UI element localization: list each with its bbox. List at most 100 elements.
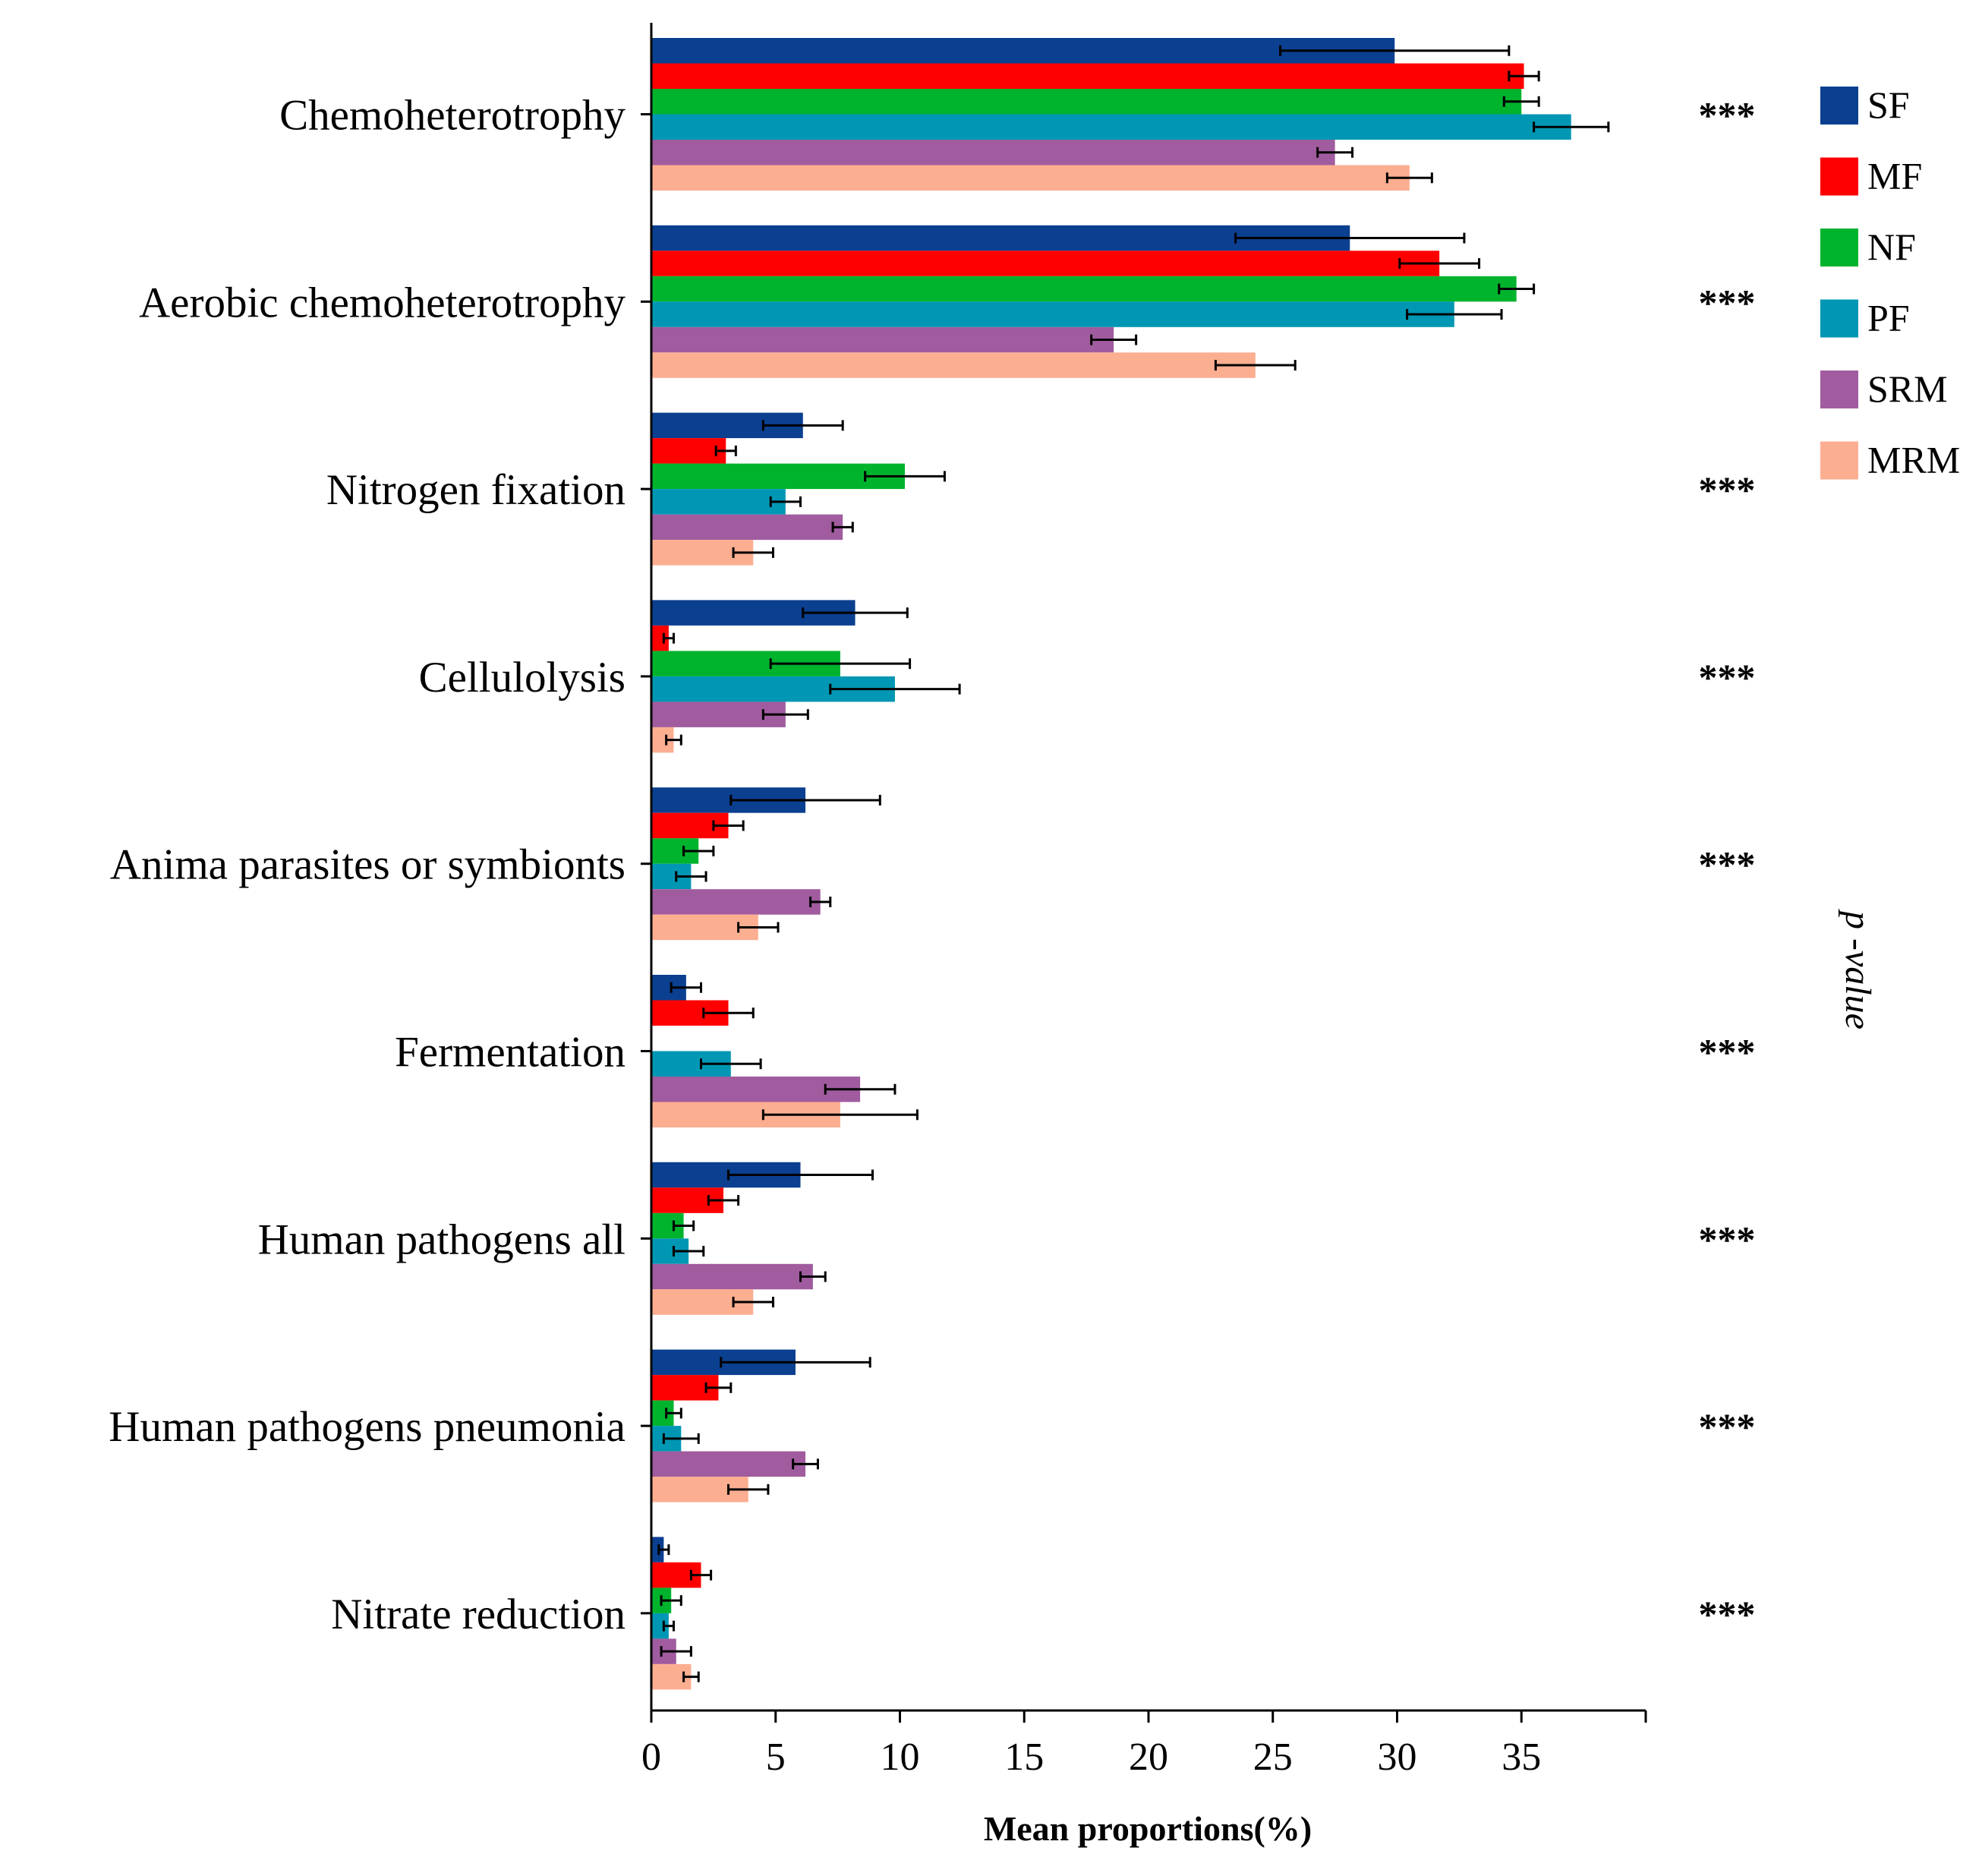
significance-label-human-pathogens-all: *** [1699,1218,1756,1260]
error-bar-nitrate-reduction-sf [657,1544,670,1556]
legend-label-mf: MF [1867,155,1922,197]
error-bar-anima-parasites-or-symbionts-mf [712,820,745,831]
legend-label-mrm: MRM [1867,439,1960,481]
legend-item-srm: SRM [1820,367,1948,410]
error-bar-anima-parasites-or-symbionts-srm [809,896,832,907]
legend-swatch-mf [1820,157,1858,196]
error-bar-anima-parasites-or-symbionts-mrm [737,922,780,933]
legend-label-srm: SRM [1867,367,1948,410]
bar-aerobic-chemoheterotrophy-mrm [651,352,1256,378]
labels-layer: Chemoheterotrophy *** Aerobic chemoheterot… [109,92,1755,1780]
category-label-anima-parasites-or-symbionts: Anima parasites or symbionts [110,841,625,889]
significance-label-aerobic-chemoheterotrophy: *** [1699,281,1756,323]
x-tick-label-30: 30 [1378,1736,1417,1779]
error-bar-fermentation-mf [702,1007,755,1019]
bar-aerobic-chemoheterotrophy-mf [651,251,1440,276]
category-label-nitrogen-fixation: Nitrogen fixation [326,466,625,514]
legend-item-mf: MF [1820,155,1922,197]
bar-nitrate-reduction-pf [651,1613,669,1639]
legend-item-mrm: MRM [1820,439,1960,481]
error-bar-human-pathogens-pneumonia-srm [792,1458,819,1470]
error-bar-human-pathogens-all-sf [727,1169,874,1181]
significance-label-fermentation: *** [1699,1031,1756,1074]
error-bar-nitrogen-fixation-nf [864,471,946,482]
error-bar-chemoheterotrophy-pf [1533,121,1610,133]
error-bar-chemoheterotrophy-srm [1316,147,1354,158]
error-bar-fermentation-pf [700,1058,762,1070]
category-label-chemoheterotrophy: Chemoheterotrophy [279,92,625,140]
category-label-aerobic-chemoheterotrophy: Aerobic chemoheterotrophy [139,279,625,326]
category-label-human-pathogens-all: Human pathogens all [258,1215,625,1263]
x-tick-label-15: 15 [1004,1736,1044,1779]
error-bar-human-pathogens-pneumonia-mf [704,1382,733,1393]
error-bar-nitrate-reduction-nf [660,1595,682,1606]
bars-layer [651,38,1571,1690]
bar-cellulolysis-mf [651,625,669,651]
error-bar-cellulolysis-mrm [665,734,682,746]
error-bar-human-pathogens-pneumonia-mrm [727,1483,770,1495]
legend-swatch-nf [1820,229,1858,266]
legend-swatch-sf [1820,87,1858,125]
error-bar-anima-parasites-or-symbionts-pf [675,871,707,882]
bar-chemoheterotrophy-sf [651,38,1395,64]
error-bar-chemoheterotrophy-mf [1508,71,1540,82]
error-bar-nitrate-reduction-mrm [682,1671,700,1682]
error-bar-aerobic-chemoheterotrophy-mrm [1214,360,1297,371]
bar-aerobic-chemoheterotrophy-sf [651,225,1350,251]
bar-aerobic-chemoheterotrophy-srm [651,326,1114,353]
legend-item-pf: PF [1820,297,1910,339]
category-label-fermentation: Fermentation [395,1029,625,1077]
error-bar-anima-parasites-or-symbionts-nf [682,845,715,856]
error-bar-cellulolysis-sf [802,607,909,619]
significance-label-human-pathogens-pneumonia: *** [1699,1405,1756,1448]
error-bar-aerobic-chemoheterotrophy-sf [1234,232,1466,244]
error-bar-human-pathogens-pneumonia-sf [720,1357,871,1368]
significance-label-nitrogen-fixation: *** [1699,468,1756,511]
error-bar-chemoheterotrophy-mrm [1385,172,1433,184]
bar-anima-parasites-or-symbionts-srm [651,889,821,915]
error-bar-human-pathogens-all-pf [672,1246,705,1257]
error-bar-cellulolysis-nf [769,658,912,670]
error-bar-nitrate-reduction-srm [660,1646,692,1657]
error-bar-nitrogen-fixation-mrm [732,547,774,558]
bar-chemoheterotrophy-mf [651,63,1524,89]
significance-label-nitrate-reduction: *** [1699,1593,1756,1635]
error-bar-cellulolysis-srm [761,709,809,720]
x-axis-title: Mean proportions(%) [984,1809,1312,1848]
error-bars-layer [657,45,1610,1682]
legend-swatch-mrm [1820,441,1858,480]
error-bar-aerobic-chemoheterotrophy-nf [1498,283,1536,295]
error-bar-nitrate-reduction-pf [662,1620,675,1632]
legend-label-sf: SF [1867,84,1910,126]
error-bar-chemoheterotrophy-sf [1279,45,1511,56]
error-bar-anima-parasites-or-symbionts-sf [729,794,881,806]
error-bar-fermentation-sf [670,982,702,993]
x-tick-label-10: 10 [881,1736,920,1779]
legend: SF MF NF PF SRM MRM [1820,84,1960,481]
bar-nitrogen-fixation-srm [651,514,843,541]
x-tick-label-0: 0 [641,1736,661,1779]
bar-human-pathogens-pneumonia-srm [651,1451,806,1477]
legend-label-nf: NF [1867,225,1916,268]
error-bar-human-pathogens-pneumonia-pf [662,1433,700,1444]
category-label-nitrate-reduction: Nitrate reduction [331,1591,625,1638]
bar-human-pathogens-all-srm [651,1263,813,1290]
bar-aerobic-chemoheterotrophy-pf [651,301,1454,327]
error-bar-aerobic-chemoheterotrophy-srm [1090,334,1138,345]
x-tick-label-5: 5 [766,1736,786,1779]
error-bar-human-pathogens-all-mf [707,1195,740,1206]
error-bar-chemoheterotrophy-nf [1502,96,1540,107]
x-tick-label-25: 25 [1253,1736,1293,1779]
error-bar-human-pathogens-all-nf [672,1220,695,1231]
error-bar-nitrogen-fixation-mf [714,445,737,456]
bar-nitrogen-fixation-mf [651,438,726,464]
legend-item-nf: NF [1820,225,1916,268]
error-bar-human-pathogens-all-mrm [732,1297,774,1308]
error-bar-aerobic-chemoheterotrophy-mf [1398,258,1481,270]
category-label-cellulolysis: Cellulolysis [419,654,625,702]
p-value-axis-title: p -value [1838,909,1878,1029]
bar-aerobic-chemoheterotrophy-nf [651,276,1517,302]
x-tick-label-35: 35 [1501,1736,1541,1779]
bar-chemoheterotrophy-srm [651,140,1335,166]
